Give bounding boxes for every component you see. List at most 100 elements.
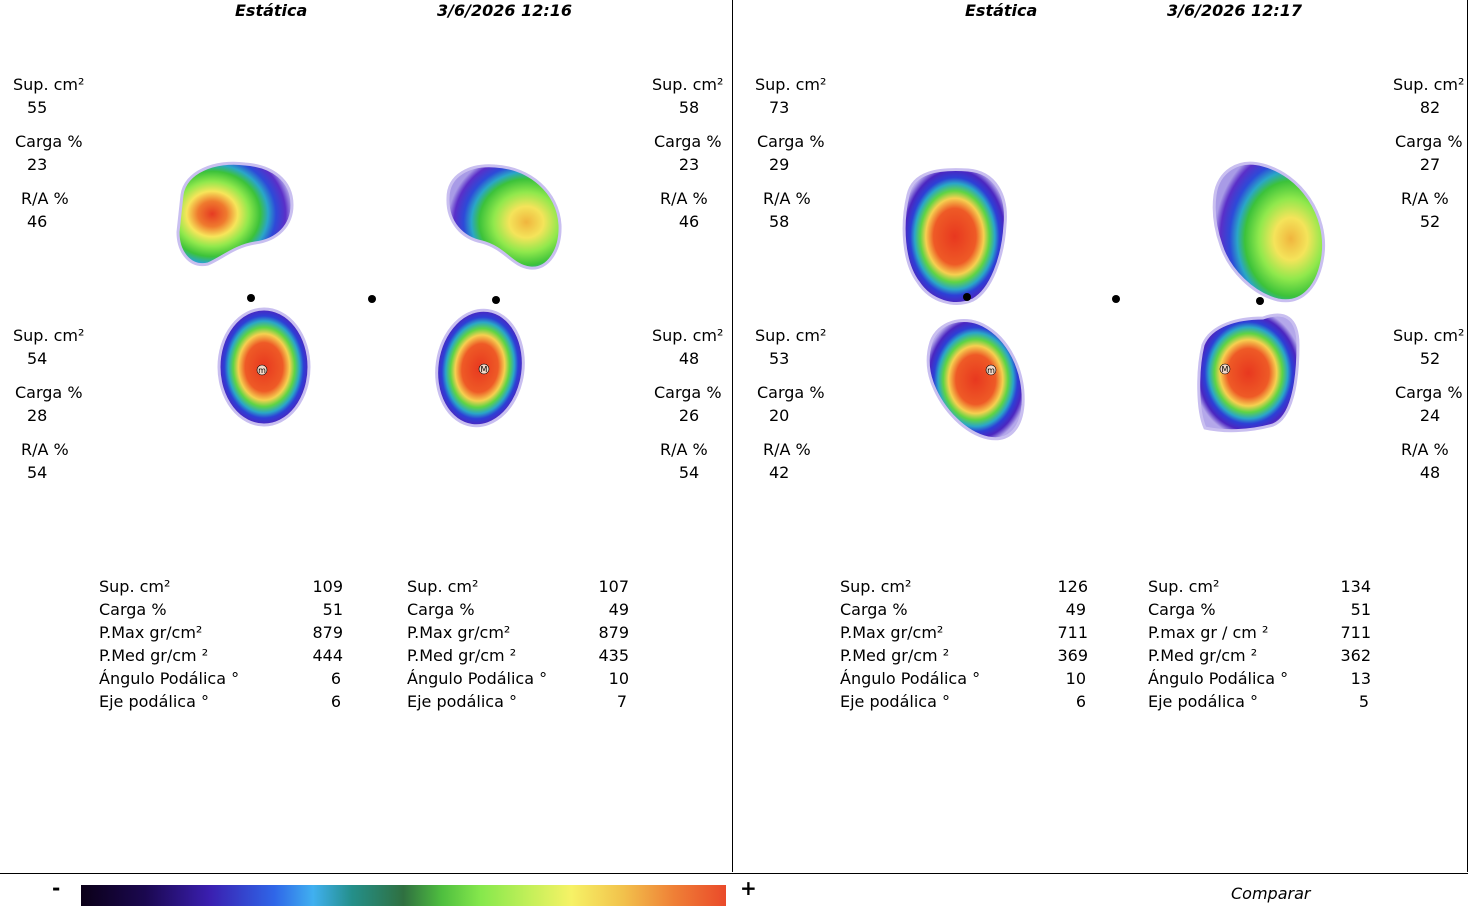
row-value: 5 <box>1358 692 1369 711</box>
measurement-mode: Estática <box>235 1 308 20</box>
row-label: P.Max gr/cm² <box>99 623 203 642</box>
row-value: 10 <box>1065 669 1086 688</box>
right-forefoot-pressure <box>446 164 562 270</box>
load-value: 27 <box>1419 155 1441 174</box>
measurement-mode: Estática <box>965 1 1038 20</box>
row-label: Carga % <box>99 600 167 619</box>
ra-label: R/A % <box>763 189 811 208</box>
row-value: 444 <box>312 646 343 665</box>
pressure-heatmap: m M <box>176 161 562 428</box>
table-row: Ángulo Podálica ° 6 <box>99 667 347 690</box>
ra-value: 52 <box>1419 212 1441 231</box>
max-pressure-label-left: m <box>258 366 266 375</box>
max-pressure-label-right: M <box>481 365 488 374</box>
load-label: Carga % <box>15 383 83 402</box>
row-label: P.Med gr/cm ² <box>99 646 209 665</box>
ra-value: 46 <box>678 212 700 231</box>
load-value: 28 <box>27 406 48 425</box>
table-row: Ángulo Podálica ° 13 <box>1148 667 1371 690</box>
table-row: P.Med gr/cm ² 444 <box>99 644 347 667</box>
row-value: 13 <box>1350 669 1371 688</box>
table-row: P.Max gr/cm² 711 <box>840 621 1088 644</box>
row-label: Eje podálica ° <box>99 692 209 711</box>
comparison-panel-first: Estática 3/6/2026 12:16 Sup. cm² 55 Carg… <box>0 0 733 872</box>
left-rearfoot-pressure <box>926 319 1025 441</box>
row-label: Sup. cm² <box>840 577 912 596</box>
row-value: 109 <box>312 577 343 596</box>
row-label: Eje podálica ° <box>407 692 517 711</box>
row-label: Sup. cm² <box>99 577 171 596</box>
row-value: 6 <box>330 692 341 711</box>
area-value: 48 <box>678 349 700 368</box>
row-label: Ángulo Podálica ° <box>840 669 981 688</box>
row-value: 879 <box>598 623 629 642</box>
table-row: Sup. cm² 109 <box>99 575 347 598</box>
row-value: 711 <box>1340 623 1371 642</box>
table-row: P.max gr / cm ² 711 <box>1148 621 1371 644</box>
row-value: 369 <box>1057 646 1088 665</box>
table-row: Carga % 51 <box>99 598 347 621</box>
center-of-pressure-right <box>1256 297 1264 305</box>
row-label: Sup. cm² <box>1148 577 1220 596</box>
load-label: Carga % <box>654 132 722 151</box>
ra-value: 58 <box>769 212 790 231</box>
row-label: Eje podálica ° <box>840 692 950 711</box>
max-pressure-marker-left <box>256 364 268 376</box>
scale-max-symbol: + <box>740 876 757 900</box>
load-value: 29 <box>769 155 790 174</box>
max-pressure-label-left: m <box>987 366 995 375</box>
load-label: Carga % <box>757 383 825 402</box>
ra-label: R/A % <box>21 440 69 459</box>
row-label: Carga % <box>407 600 475 619</box>
max-pressure-label-right: M <box>1222 365 1229 374</box>
table-row: P.Med gr/cm ² 435 <box>407 644 633 667</box>
summary-table-left-foot: Sup. cm² 109 Carga % 51 P.Max gr/cm² 879 P.… <box>99 575 347 713</box>
summary-table-left-foot: Sup. cm² 126 Carga % 49 P.Max gr/cm² 711 P.… <box>840 575 1088 713</box>
scale-min-symbol: - <box>52 876 61 900</box>
load-label: Carga % <box>654 383 722 402</box>
right-rearfoot-pressure <box>1197 313 1300 433</box>
row-label: Carga % <box>1148 600 1216 619</box>
summary-table-right-foot: Sup. cm² 107 Carga % 49 P.Max gr/cm² 879 P.… <box>407 575 633 713</box>
right-forefoot-pressure <box>1212 161 1326 303</box>
table-row: Sup. cm² 134 <box>1148 575 1371 598</box>
row-value: 126 <box>1057 577 1088 596</box>
compare-button[interactable]: Comparar <box>1231 884 1311 903</box>
row-value: 711 <box>1057 623 1088 642</box>
center-of-pressure-global <box>1112 295 1120 303</box>
pressure-color-scale <box>81 885 726 906</box>
area-value: 53 <box>769 349 790 368</box>
row-value: 7 <box>616 692 627 711</box>
ra-value: 54 <box>27 463 48 482</box>
area-label: Sup. cm² <box>652 326 724 345</box>
max-pressure-marker-right <box>478 363 490 375</box>
row-value: 49 <box>1065 600 1086 619</box>
load-label: Carga % <box>15 132 83 151</box>
row-value: 51 <box>322 600 343 619</box>
table-row: Carga % 49 <box>840 598 1088 621</box>
table-row: Eje podálica ° 7 <box>407 690 633 713</box>
area-label: Sup. cm² <box>13 326 85 345</box>
ra-value: 42 <box>769 463 790 482</box>
table-row: Eje podálica ° 6 <box>99 690 347 713</box>
table-row: P.Med gr/cm ² 362 <box>1148 644 1371 667</box>
max-pressure-marker-right <box>1219 363 1231 375</box>
row-value: 6 <box>330 669 341 688</box>
center-of-pressure-left <box>963 293 971 301</box>
ra-value: 48 <box>1419 463 1441 482</box>
ra-value: 54 <box>678 463 700 482</box>
row-value: 362 <box>1340 646 1371 665</box>
zone-stats-rearfoot-left: Sup. cm² 53 Carga % 20 R/A % 42 <box>755 324 826 484</box>
load-label: Carga % <box>1395 132 1463 151</box>
area-label: Sup. cm² <box>13 75 85 94</box>
area-label: Sup. cm² <box>652 75 724 94</box>
load-label: Carga % <box>757 132 825 151</box>
area-value: 55 <box>27 98 48 117</box>
row-value: 435 <box>598 646 629 665</box>
load-value: 23 <box>678 155 700 174</box>
row-label: Sup. cm² <box>407 577 479 596</box>
max-pressure-marker-left <box>985 364 997 376</box>
pressure-heatmap: m M <box>902 161 1326 441</box>
row-value: 10 <box>608 669 629 688</box>
row-label: P.Max gr/cm² <box>407 623 511 642</box>
